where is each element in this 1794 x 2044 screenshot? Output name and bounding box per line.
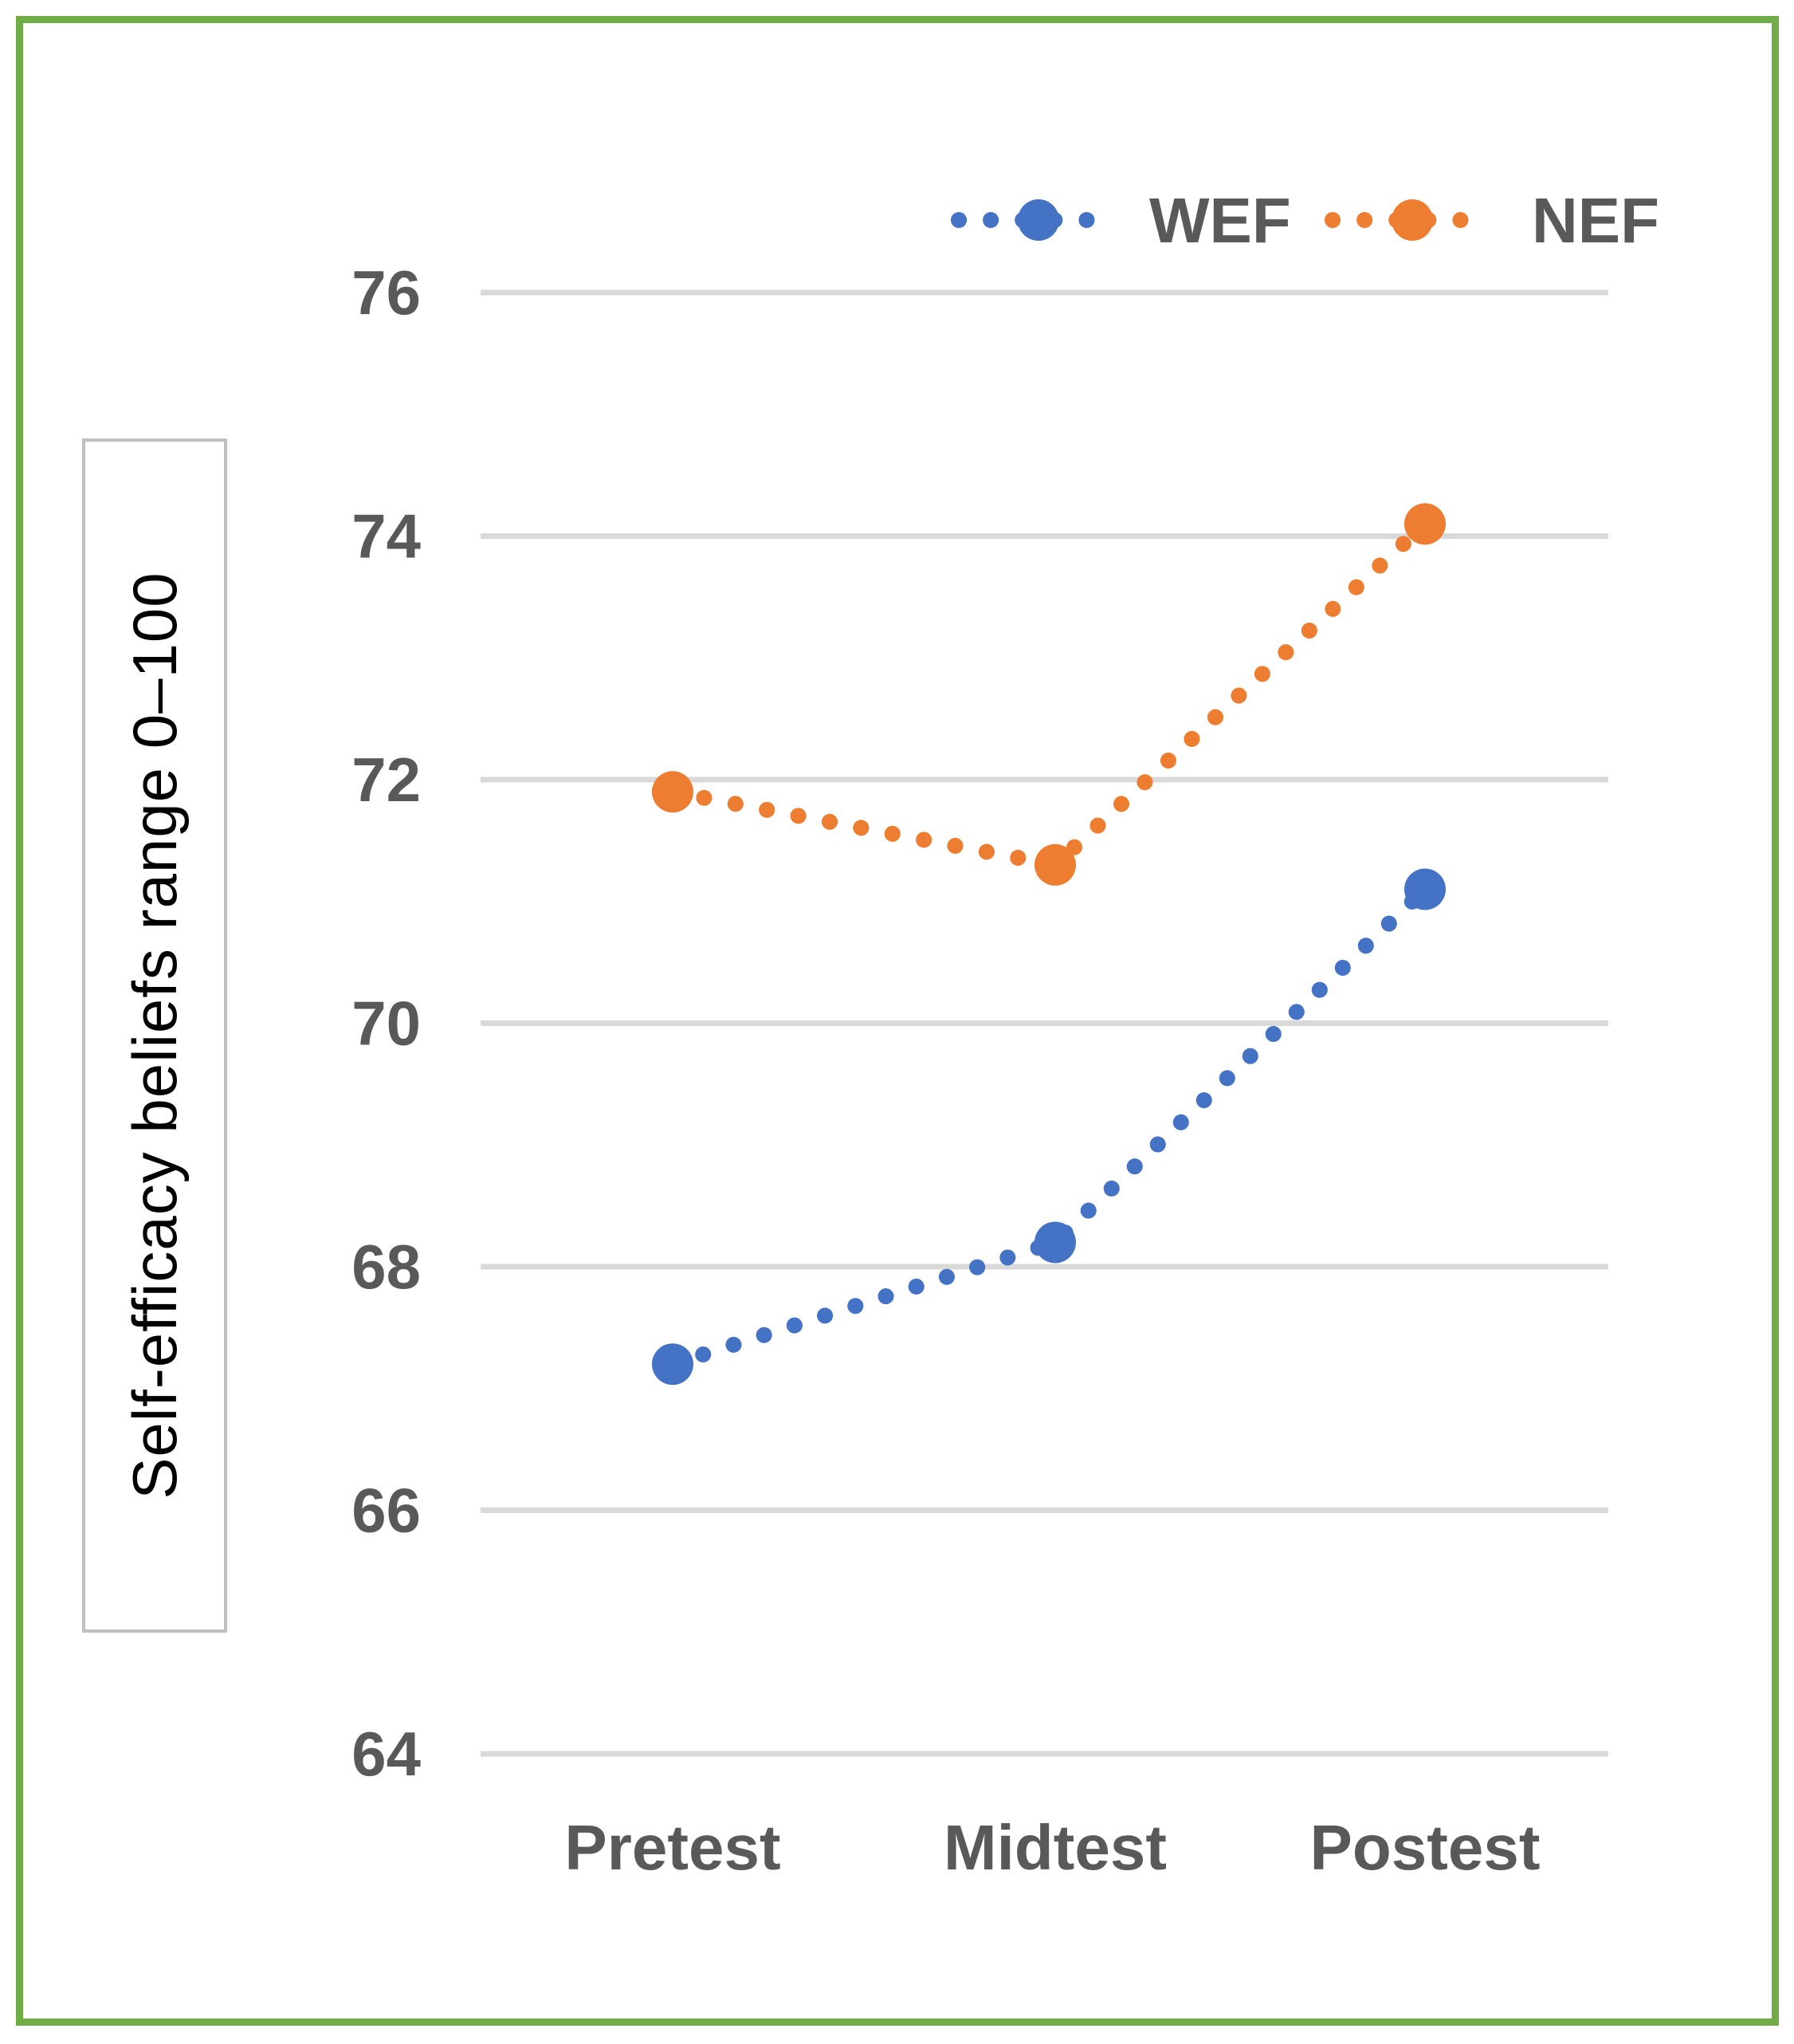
y-tick-label: 70 bbox=[351, 989, 421, 1059]
y-tick-label: 68 bbox=[351, 1232, 421, 1302]
y-axis-title-box: Self-efficacy beliefs range 0–100 bbox=[82, 438, 227, 1633]
legend-label: WEF bbox=[1149, 185, 1291, 256]
series-lines bbox=[652, 503, 1446, 1386]
y-axis-title-border bbox=[82, 438, 227, 1633]
legend-item-nef: NEF bbox=[1325, 185, 1659, 256]
nef-marker-midtest bbox=[1034, 843, 1076, 886]
x-category-label: Postest bbox=[1310, 1812, 1541, 1883]
legend: WEF NEF bbox=[951, 185, 1659, 256]
legend-marker-dot bbox=[1018, 199, 1059, 241]
y-tick-label: 72 bbox=[351, 745, 421, 815]
y-tick-label: 76 bbox=[351, 257, 421, 328]
x-category-label: Midtest bbox=[944, 1812, 1167, 1883]
y-axis-tick-labels: 76 74 72 70 68 66 64 bbox=[351, 257, 421, 1789]
y-tick-label: 66 bbox=[351, 1476, 421, 1546]
y-axis-title: Self-efficacy beliefs range 0–100 bbox=[120, 572, 190, 1499]
x-axis-category-labels: Pretest Midtest Postest bbox=[564, 1812, 1540, 1883]
legend-item-wef: WEF bbox=[951, 185, 1291, 256]
nef-series-line bbox=[665, 516, 1433, 874]
nef-marker-pretest bbox=[652, 771, 693, 813]
y-tick-label: 74 bbox=[351, 501, 421, 572]
legend-label: NEF bbox=[1532, 185, 1659, 256]
x-category-label: Pretest bbox=[564, 1812, 780, 1883]
wef-series-line bbox=[665, 881, 1433, 1373]
y-tick-label: 64 bbox=[351, 1719, 421, 1789]
wef-marker-midtest bbox=[1034, 1221, 1076, 1264]
nef-marker-postest bbox=[1404, 503, 1446, 545]
wef-marker-pretest bbox=[652, 1343, 693, 1386]
legend-marker-dot bbox=[1392, 199, 1433, 241]
wef-marker-postest bbox=[1404, 868, 1446, 910]
